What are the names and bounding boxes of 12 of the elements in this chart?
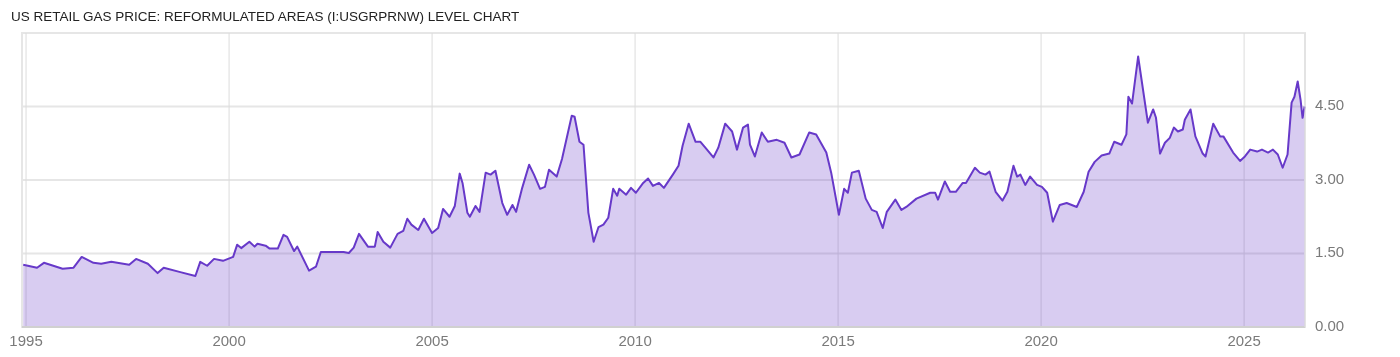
chart-title: US RETAIL GAS PRICE: REFORMULATED AREAS (I:USGRPRNW) LEVEL CHART	[11, 9, 520, 24]
x-tick-label: 2000	[212, 332, 246, 349]
y-tick-label: 3.00	[1315, 169, 1345, 187]
x-tick-label: 2005	[415, 332, 449, 349]
x-tick-label: 2010	[618, 332, 652, 349]
x-tick-label: 2015	[821, 332, 855, 349]
x-tick-label: 2025	[1227, 332, 1261, 349]
x-tick-label: 1995	[9, 332, 43, 349]
y-tick-label: 1.50	[1315, 243, 1345, 261]
x-tick-label: 2020	[1024, 332, 1058, 349]
y-tick-label: 0.00	[1315, 316, 1345, 334]
y-tick-label: 4.50	[1315, 96, 1345, 114]
